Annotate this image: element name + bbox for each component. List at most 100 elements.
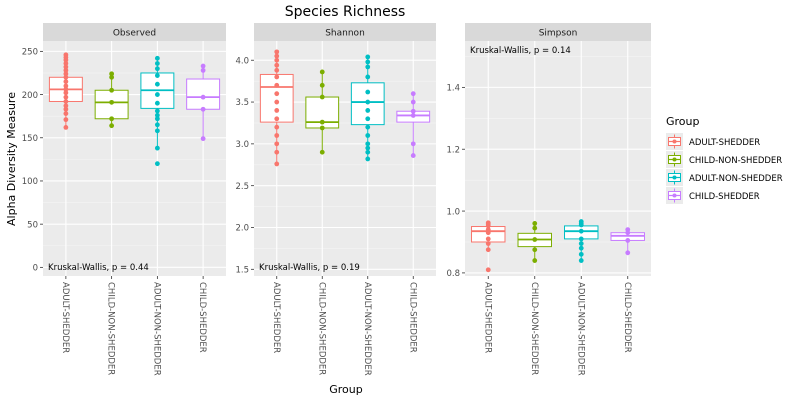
- data-point: [154, 161, 160, 167]
- box-adult-shedder: [471, 220, 506, 273]
- data-point: [63, 99, 69, 104]
- legend-item-child-non-shedder: CHILD-NON-SHEDDER: [666, 151, 782, 168]
- data-point: [319, 82, 325, 88]
- y-axis-title: Alpha Diversity Measure: [5, 92, 18, 226]
- data-point: [200, 106, 206, 112]
- box-adult-non-shedder: [140, 55, 175, 167]
- y-tick-label: 250: [22, 48, 38, 58]
- legend-item-label: ADULT-SHEDDER: [689, 138, 760, 148]
- box-child-non-shedder: [94, 71, 129, 129]
- data-point: [274, 133, 280, 138]
- data-point: [625, 250, 631, 256]
- data-point: [200, 94, 206, 100]
- data-point: [154, 81, 160, 87]
- data-point: [200, 136, 206, 142]
- kruskal-wallis-annotation: Kruskal-Wallis, p = 0.19: [259, 263, 360, 273]
- data-point: [109, 123, 115, 129]
- box-child-shedder: [396, 91, 431, 158]
- data-point: [532, 247, 538, 253]
- legend-item-label: ADULT-NON-SHEDDER: [689, 174, 783, 184]
- data-point: [274, 53, 280, 59]
- data-point: [274, 141, 280, 147]
- kruskal-wallis-annotation: Kruskal-Wallis, p = 0.14: [470, 46, 571, 56]
- data-point: [63, 71, 69, 77]
- data-point: [365, 124, 371, 130]
- y-tick-label: 4.0: [235, 56, 249, 66]
- data-point: [578, 245, 584, 251]
- data-point: [319, 94, 325, 100]
- data-point: [63, 83, 69, 89]
- x-tick-label: ADULT-SHEDDER: [60, 282, 70, 353]
- box-iqr: [259, 73, 294, 123]
- data-point: [154, 92, 160, 97]
- data-point: [63, 64, 69, 70]
- data-point: [274, 108, 280, 113]
- data-point: [319, 119, 325, 125]
- data-point: [63, 117, 69, 123]
- data-point: [154, 122, 160, 128]
- x-tick-label: ADULT-SHEDDER: [482, 282, 492, 353]
- data-point: [410, 91, 416, 97]
- data-point: [319, 125, 325, 131]
- data-point: [274, 62, 280, 68]
- box-adult-non-shedder: [350, 54, 385, 162]
- data-point: [578, 241, 584, 246]
- x-tick-label: CHILD-NON-SHEDDER: [106, 282, 116, 375]
- data-point: [200, 63, 206, 69]
- x-tick-label: ADULT-NON-SHEDDER: [575, 282, 585, 376]
- data-point: [63, 111, 69, 116]
- legend-item-child-shedder: CHILD-SHEDDER: [666, 187, 760, 204]
- data-point: [63, 74, 69, 80]
- box-adult-shedder: [259, 49, 294, 167]
- data-point: [485, 230, 491, 236]
- data-point: [365, 54, 371, 60]
- data-point: [274, 49, 280, 55]
- legend: Group ADULT-SHEDDER CHILD-NON-SHEDDER ADULT…: [666, 115, 783, 204]
- legend-key-point: [672, 175, 677, 180]
- data-point: [485, 241, 491, 246]
- data-point: [63, 90, 69, 96]
- data-point: [485, 267, 491, 273]
- x-tick-label: ADULT-NON-SHEDDER: [362, 282, 372, 376]
- data-point: [109, 116, 115, 122]
- data-point: [365, 116, 371, 122]
- panel-shannon: Shannon 1.5 2.0 2.5 3.0 3.5 4.0 ADULT-SHEDDER CH…: [235, 23, 436, 376]
- data-point: [365, 156, 371, 162]
- data-point: [485, 236, 491, 242]
- y-tick-label: 3.5: [235, 98, 249, 108]
- data-point: [485, 223, 491, 229]
- chart-title: Species Richness: [285, 4, 406, 20]
- data-point: [365, 89, 371, 95]
- facet-strip-label: Simpson: [539, 29, 578, 39]
- legend-key-point: [672, 157, 677, 162]
- data-point: [274, 91, 280, 97]
- data-point: [365, 59, 371, 65]
- box-child-shedder: [610, 227, 645, 256]
- data-point: [274, 74, 280, 80]
- data-point: [274, 82, 280, 88]
- x-tick-label: CHILD-SHEDDER: [407, 282, 417, 353]
- panel-background: [43, 41, 226, 276]
- panel-simpson: Simpson 0.8 1.0 1.2 1.4 ADULT-SHEDDER CHILD-NO…: [446, 23, 651, 376]
- data-point: [154, 73, 160, 78]
- y-tick-label: 50: [27, 220, 38, 230]
- kruskal-wallis-annotation: Kruskal-Wallis, p = 0.44: [48, 263, 149, 273]
- legend-key-point: [672, 139, 677, 144]
- x-tick-label: CHILD-SHEDDER: [622, 282, 632, 353]
- facet-strip-label: Observed: [113, 29, 156, 39]
- data-point: [319, 69, 325, 75]
- data-point: [410, 141, 416, 147]
- y-tick-label: 2.0: [235, 224, 249, 234]
- x-axis-title: Group: [329, 383, 363, 396]
- data-point: [63, 79, 69, 85]
- data-point: [532, 225, 538, 231]
- data-point: [274, 149, 280, 155]
- data-point: [365, 64, 371, 70]
- data-point: [154, 108, 160, 114]
- data-point: [625, 230, 631, 236]
- data-point: [274, 161, 280, 167]
- data-point: [410, 153, 416, 158]
- facet-strip: [43, 23, 226, 41]
- data-point: [154, 61, 160, 66]
- legend-item-label: CHILD-SHEDDER: [689, 192, 760, 202]
